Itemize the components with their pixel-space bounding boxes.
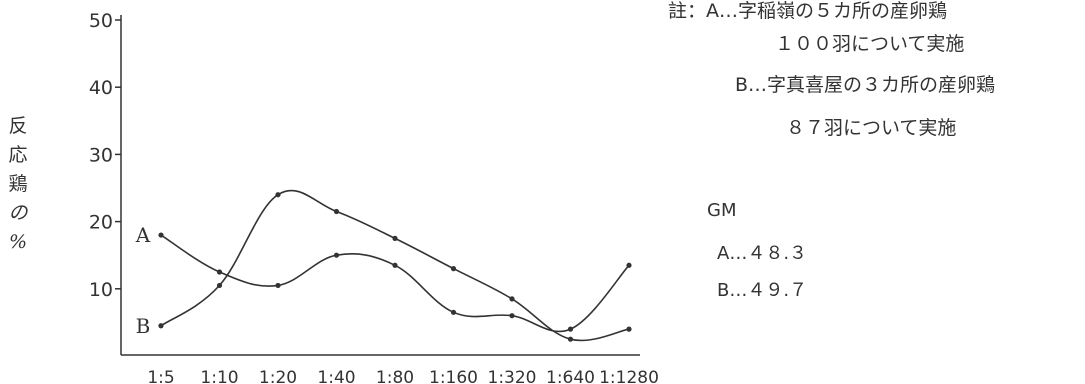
gm-b-value: B…４９.７ bbox=[717, 280, 808, 301]
series-label-b: B bbox=[136, 314, 151, 338]
x-tick-label: 1:40 bbox=[317, 368, 355, 384]
note-a-line2: １００羽について実施 bbox=[775, 33, 965, 55]
y-axis-label-char: 応 bbox=[8, 144, 28, 166]
y-tick-label: 30 bbox=[89, 144, 113, 166]
data-point-a bbox=[275, 282, 281, 289]
data-point-b bbox=[216, 282, 223, 289]
data-point-b bbox=[450, 266, 457, 272]
x-tick-label: 1:10 bbox=[200, 368, 238, 384]
series-points bbox=[158, 192, 632, 342]
data-point-a bbox=[509, 313, 515, 319]
x-tick-label: 1:5 bbox=[147, 368, 174, 384]
y-tick-label: 20 bbox=[89, 212, 113, 234]
x-tick-label: 1:80 bbox=[376, 368, 414, 384]
chart-axes bbox=[120, 15, 640, 356]
line-chart: 10 20 30 40 50 1:5 1:10 1:20 1:40 1:80 1:160 1:320… bbox=[89, 10, 659, 384]
data-point-a bbox=[450, 309, 457, 315]
data-point-b bbox=[333, 208, 340, 215]
data-point-a bbox=[216, 269, 223, 275]
y-ticks: 10 20 30 40 50 bbox=[89, 10, 121, 301]
data-point-b bbox=[392, 235, 398, 241]
x-tick-label: 1:640 bbox=[546, 368, 595, 384]
note-b-line2: ８７羽について実施 bbox=[786, 117, 957, 139]
gm-a-value: A…４８.３ bbox=[717, 243, 808, 264]
series-label-a: A bbox=[135, 223, 151, 247]
y-axis-label-char: 鶏 bbox=[8, 173, 28, 195]
series-labels: AB bbox=[135, 223, 151, 338]
series-line-a bbox=[160, 234, 630, 333]
data-point-a bbox=[158, 232, 164, 238]
gm-title: GM bbox=[707, 200, 737, 221]
y-axis-label-char: 反 bbox=[8, 115, 28, 137]
data-point-a bbox=[333, 252, 340, 258]
data-point-b bbox=[567, 336, 574, 342]
x-ticks: 1:5 1:10 1:20 1:40 1:80 1:160 1:320 1:640 1:1280 bbox=[147, 368, 659, 384]
data-point-b bbox=[626, 326, 632, 332]
x-tick-label: 1:320 bbox=[488, 368, 537, 384]
y-axis-label-char: の bbox=[8, 202, 28, 224]
x-tick-label: 1:20 bbox=[259, 368, 297, 384]
data-point-a bbox=[567, 326, 574, 332]
y-axis-label: 反 応 鶏 の % bbox=[5, 112, 31, 257]
data-point-b bbox=[509, 296, 515, 302]
note-a-line1: 註：A…字稲嶺の５カ所の産卵鶏 bbox=[668, 0, 947, 22]
y-tick-label: 40 bbox=[89, 77, 113, 99]
y-tick-label: 10 bbox=[89, 279, 113, 301]
y-tick-label: 50 bbox=[89, 10, 113, 32]
data-point-b bbox=[275, 192, 281, 198]
x-tick-label: 1:160 bbox=[429, 368, 478, 384]
y-axis-label-char: % bbox=[8, 231, 28, 253]
x-tick-label: 1:1280 bbox=[599, 368, 659, 384]
data-point-a bbox=[626, 262, 632, 268]
data-point-a bbox=[392, 262, 398, 268]
note-b-line1: B…字真喜屋の３カ所の産卵鶏 bbox=[735, 74, 996, 96]
series-line-b bbox=[160, 189, 630, 342]
data-point-b bbox=[158, 323, 164, 329]
